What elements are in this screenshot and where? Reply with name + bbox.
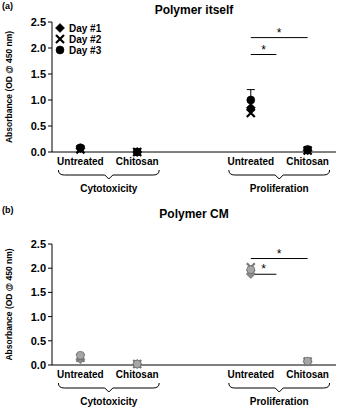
point	[133, 360, 142, 369]
y-axis-label: Absorbance (OD @ 450 nm)	[4, 248, 14, 360]
y-tick-label: 2.0	[31, 262, 46, 274]
legend-label: Day #2	[69, 34, 102, 45]
point	[304, 357, 312, 365]
point	[133, 148, 142, 157]
x-tick-label: Untreated	[57, 369, 104, 380]
y-axis-line	[52, 244, 53, 365]
group-bracket	[229, 170, 330, 179]
panel: (a) Polymer itself Absorbance (OD @ 450 nm…	[2, 1, 336, 194]
x-tick-label: Chitosan	[116, 369, 159, 380]
significance-label: *	[261, 43, 266, 57]
group-label: Cytotoxicity	[80, 183, 138, 194]
panel-label: (b)	[2, 205, 14, 215]
significance-label: *	[261, 262, 266, 276]
y-tick	[48, 74, 52, 75]
point	[76, 144, 84, 152]
y-tick	[48, 268, 52, 269]
error-bar	[247, 90, 255, 111]
x-axis-line	[52, 152, 336, 153]
y-tick-label: 1.0	[31, 311, 46, 323]
group-label: Cytotoxicity	[80, 396, 138, 407]
y-tick	[48, 316, 52, 317]
legend-label: Day #3	[69, 45, 102, 56]
significance-label: *	[277, 26, 282, 40]
legend-label: Day #1	[69, 23, 102, 34]
y-tick	[48, 100, 52, 101]
y-tick	[48, 152, 52, 153]
y-axis-line	[52, 22, 53, 152]
y-tick-label: 2.5	[31, 16, 46, 28]
point	[76, 351, 84, 359]
legend-marker	[56, 46, 64, 54]
marks	[76, 263, 312, 368]
point	[247, 266, 255, 274]
y-tick-label: 0.0	[31, 359, 46, 371]
x-tick-label: Chitosan	[116, 156, 159, 167]
x-tick-label: Untreated	[227, 369, 274, 380]
y-tick	[48, 48, 52, 49]
y-tick-label: 1.5	[31, 286, 46, 298]
y-tick-label: 0.0	[31, 146, 46, 158]
group-label: Proliferation	[250, 396, 309, 407]
y-tick	[48, 292, 52, 293]
point	[304, 145, 312, 153]
figure: (a) Polymer itself Absorbance (OD @ 450 nm…	[0, 0, 346, 408]
y-tick-label: 0.5	[31, 335, 46, 347]
group-label: Proliferation	[250, 183, 309, 194]
x-tick-label: Chitosan	[286, 156, 329, 167]
y-tick-label: 0.5	[31, 120, 46, 132]
point	[303, 357, 312, 366]
panel-label: (a)	[2, 1, 13, 11]
marks	[76, 90, 312, 157]
point	[133, 360, 141, 368]
significance-label: *	[277, 247, 282, 261]
y-tick-label: 1.5	[31, 68, 46, 80]
point	[133, 148, 141, 156]
legend: Day #1Day #2Day #3	[56, 23, 102, 56]
y-tick	[48, 340, 52, 341]
group-bracket	[58, 170, 159, 179]
y-tick-label: 1.0	[31, 94, 46, 106]
title: Polymer itself	[155, 3, 235, 17]
y-tick-label: 2.5	[31, 238, 46, 250]
y-tick	[48, 126, 52, 127]
legend-marker	[56, 35, 64, 43]
legend-marker	[56, 24, 65, 33]
y-axis-label: Absorbance (OD @ 450 nm)	[4, 31, 14, 143]
y-tick	[48, 365, 52, 366]
point	[247, 96, 255, 104]
y-tick-label: 2.0	[31, 42, 46, 54]
title: Polymer CM	[159, 207, 228, 221]
point	[304, 358, 312, 366]
panel: (b) Polymer CM Absorbance (OD @ 450 nm) 0.0…	[2, 205, 336, 407]
point	[133, 148, 141, 156]
x-tick-label: Chitosan	[286, 369, 329, 380]
x-axis-line	[52, 365, 336, 366]
group-bracket	[58, 383, 159, 392]
point	[76, 144, 85, 153]
group-bracket	[229, 383, 330, 392]
x-tick-label: Untreated	[227, 156, 274, 167]
y-tick	[48, 22, 52, 23]
x-tick-label: Untreated	[57, 156, 104, 167]
point	[133, 360, 141, 368]
y-tick	[48, 244, 52, 245]
point	[303, 146, 312, 155]
